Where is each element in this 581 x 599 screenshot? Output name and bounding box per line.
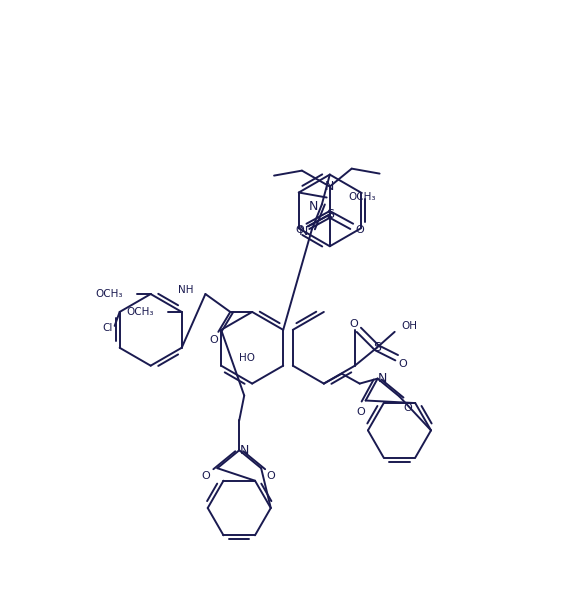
Text: O: O	[356, 225, 364, 235]
Text: N: N	[378, 372, 388, 385]
Text: OCH₃: OCH₃	[95, 289, 123, 299]
Text: N: N	[299, 225, 309, 238]
Text: O: O	[201, 471, 210, 481]
Text: N: N	[239, 444, 249, 457]
Text: OCH₃: OCH₃	[349, 192, 376, 202]
Text: OH: OH	[401, 321, 418, 331]
Text: O: O	[209, 335, 218, 345]
Text: O: O	[267, 471, 275, 481]
Text: Cl: Cl	[102, 323, 113, 333]
Text: N: N	[325, 180, 335, 193]
Text: S: S	[373, 341, 381, 354]
Text: O: O	[296, 225, 304, 235]
Text: NH: NH	[178, 285, 193, 295]
Text: O: O	[350, 319, 358, 329]
Text: O: O	[398, 359, 407, 369]
Text: O: O	[356, 407, 365, 418]
Text: N: N	[309, 200, 318, 213]
Text: OCH₃: OCH₃	[126, 307, 154, 317]
Text: HO: HO	[239, 353, 255, 363]
Text: O: O	[403, 404, 412, 413]
Text: S: S	[326, 208, 334, 221]
